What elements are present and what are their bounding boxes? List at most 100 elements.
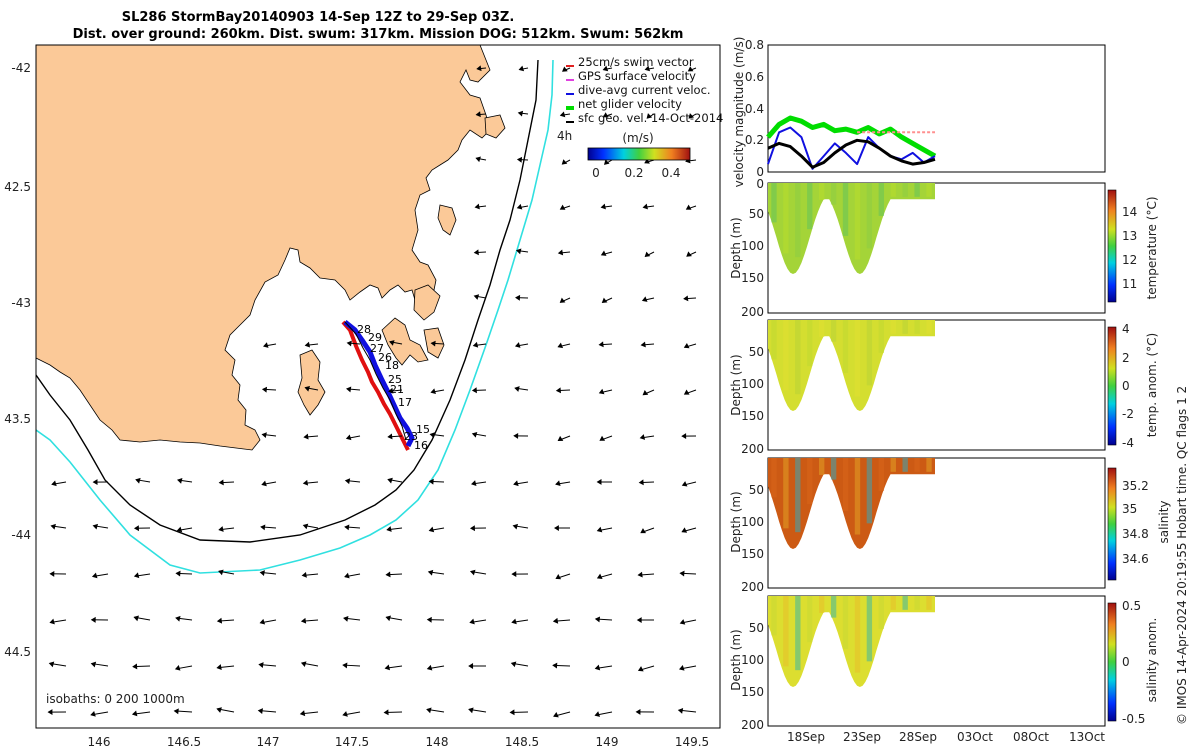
velocity-arrow-head [594, 616, 601, 623]
velocity-arrow-head [513, 480, 519, 487]
velocity-arrow-head [430, 340, 436, 347]
depth-tick: 100 [741, 239, 764, 253]
section-streak [795, 320, 801, 395]
map-xtick: 148 [426, 735, 449, 749]
velocity-arrow-head [679, 619, 686, 625]
day-label: 16 [414, 439, 428, 452]
section-colorbar [1107, 602, 1117, 722]
map-xtick: 147.5 [335, 735, 369, 749]
velocity-arrow-head [90, 661, 97, 668]
velocity-arrow-head [476, 65, 482, 72]
velocity-arrow-head [602, 65, 609, 72]
velocity-arrow-head [346, 340, 352, 347]
velocity-arrow-head [553, 711, 559, 718]
section-streak [866, 458, 873, 524]
section-streak [783, 320, 789, 391]
depth-tick: 200 [741, 580, 764, 594]
map-ytick: 43.5 [4, 412, 31, 426]
section-streak [914, 458, 920, 472]
map-ytick: 44.5 [4, 645, 31, 659]
section-streak [830, 320, 837, 342]
track-day-labels: 28 29 27 26 18 25 21 17 15 23 16 [357, 323, 430, 452]
isobath-200m [36, 59, 539, 543]
time-tick: 23Sep [843, 730, 881, 744]
velocity-arrow-head [261, 386, 268, 393]
cbar-tick: 0 [1122, 655, 1130, 669]
section-streak [830, 458, 837, 480]
time-tick: 03Oct [957, 730, 993, 744]
time-axis: 18Sep 23Sep 28Sep 03Oct 08Oct 13Oct [787, 730, 1105, 744]
section-streak [890, 458, 896, 472]
section-streak [783, 183, 789, 254]
cbar-tick: 34.6 [1122, 552, 1149, 566]
legend-label: dive-avg current veloc. [578, 83, 711, 97]
velocity-arrow-head [602, 112, 609, 118]
velocity-arrow-head [471, 387, 477, 394]
velocity-arrow-head [642, 203, 648, 210]
map-legend: 25cm/s swim vector GPS surface velocity … [566, 55, 723, 125]
velocity-arrow-head [681, 527, 688, 533]
velocity-ytick: 0.4 [745, 102, 764, 116]
velocity-arrow-head [596, 573, 603, 579]
velocity-arrow-head [474, 203, 480, 210]
velocity-arrow-head [555, 387, 561, 394]
section-streak [914, 596, 920, 610]
velocity-arrow-head [685, 204, 692, 210]
day-label: 18 [385, 359, 399, 372]
velocity-arrow-head [216, 617, 223, 624]
velocity-arrow-head [517, 110, 524, 117]
velocity-arrow-head [385, 571, 391, 578]
section-streak [771, 320, 777, 360]
velocity-arrow-head [472, 341, 479, 348]
section-colorbar [1107, 467, 1117, 581]
velocity-arrow-head [90, 710, 96, 717]
land-bruny-island [297, 349, 326, 416]
section-streak [795, 596, 801, 671]
legend-item: GPS surface velocity [566, 69, 696, 83]
velocity-arrow-head [475, 111, 481, 118]
velocity-arrow-head [342, 662, 348, 669]
velocity-arrow-head [515, 294, 521, 301]
section-streak [890, 183, 896, 197]
velocity-arrow-head [135, 477, 141, 484]
velocity-arrow-head [344, 478, 351, 485]
velocity-arrow-head [559, 297, 566, 303]
day-label: 21 [390, 383, 404, 396]
velocity-arrow-head [471, 480, 477, 486]
map-panel: 28 29 27 26 18 25 21 17 15 23 16 146 146… [4, 44, 723, 749]
section-streak [783, 458, 789, 529]
velocity-arrow-head [686, 251, 692, 257]
velocity-y-ticks: 0.8 0.6 0.4 0.2 0 [745, 38, 764, 179]
depth-tick: 200 [741, 305, 764, 319]
velocity-arrow-head [598, 341, 604, 348]
velocity-arrow-head [681, 481, 688, 487]
velocity-arrow-head [644, 65, 651, 72]
velocity-arrow-head [598, 388, 605, 395]
section-y-ticks: 0 50 100 150 200 50 100 150 200 50 100 1… [741, 177, 764, 732]
legend-label: net glider velocity [578, 97, 682, 111]
map-xtick: 149.5 [675, 735, 709, 749]
velocity-arrow-head [345, 434, 352, 441]
day-label: 28 [357, 323, 371, 336]
velocity-arrow-head [562, 66, 568, 72]
section-streak [866, 596, 873, 662]
colorbar-label: salinity [1157, 500, 1171, 543]
section-streak [878, 458, 885, 491]
velocity-series-line [767, 126, 936, 170]
cbar-tick: 14 [1122, 205, 1137, 219]
velocity-arrow-head [469, 618, 475, 625]
day-label: 26 [378, 351, 392, 364]
depth-tick: 150 [741, 685, 764, 699]
velocity-arrow-head [174, 664, 181, 671]
velocity-arrow-head [594, 711, 601, 717]
land-mainland [36, 45, 491, 451]
credit-text: © IMOS 14-Apr-2024 20:19:55 Hobart time.… [1175, 386, 1189, 725]
velocity-arrow-head [175, 570, 181, 577]
velocity-arrow-head [596, 479, 602, 485]
section-streak [854, 320, 861, 397]
velocity-arrow-head [644, 158, 650, 164]
title-line2: Dist. over ground: 260km. Dist. swum: 31… [73, 27, 684, 42]
cbar-tick: 0.5 [1122, 599, 1141, 613]
day-label: 27 [370, 342, 384, 355]
